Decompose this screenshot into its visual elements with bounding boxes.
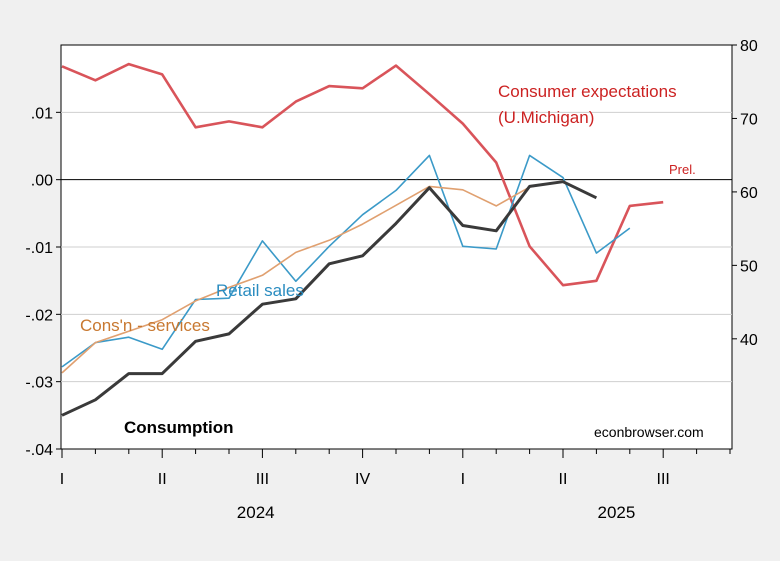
left-axis-tick-label: -.04	[25, 442, 53, 459]
right-axis-tick-label: 60	[740, 185, 758, 202]
series-label-consn-services: Cons'n - services	[80, 316, 210, 335]
right-axis-tick-label: 80	[740, 38, 758, 55]
x-axis-quarter-label: I	[60, 471, 64, 488]
series-label-consumer-expectations-line1: Consumer expectations	[498, 82, 677, 101]
x-axis-quarter-label: II	[559, 471, 568, 488]
right-axis-tick-label: 50	[740, 258, 758, 275]
left-axis-tick-label: -.02	[25, 307, 53, 324]
x-axis-year-label: 2024	[237, 503, 275, 522]
series-label-consumer-expectations-line2: (U.Michigan)	[498, 108, 594, 127]
right-axis-tick-label: 40	[740, 332, 758, 349]
series-label-consumption: Consumption	[124, 418, 234, 437]
series-line-consumption	[61, 180, 598, 417]
left-axis-tick-label: .00	[31, 173, 53, 190]
series-line-cons-n-services	[61, 180, 564, 374]
source-annotation: econbrowser.com	[594, 424, 704, 440]
x-axis-year-label: 2025	[598, 503, 636, 522]
series-label-retail-sales: Retail sales	[216, 281, 304, 300]
x-axis-quarter-label: II	[158, 471, 167, 488]
x-axis-quarter-label: III	[657, 471, 670, 488]
series-line-retail-sales	[61, 154, 631, 368]
right-axis-tick-label: 70	[740, 111, 758, 128]
prel-annotation: Prel.	[669, 162, 696, 177]
x-axis-quarter-label: IV	[355, 471, 370, 488]
series-lines	[61, 62, 664, 417]
left-axis-tick-label: .01	[31, 105, 53, 122]
series-line-consumer-expectations	[61, 62, 664, 287]
x-axis-quarter-label: I	[461, 471, 465, 488]
left-axis-tick-label: -.03	[25, 375, 53, 392]
x-axis-quarter-label: III	[256, 471, 269, 488]
left-axis-tick-label: -.01	[25, 240, 53, 257]
